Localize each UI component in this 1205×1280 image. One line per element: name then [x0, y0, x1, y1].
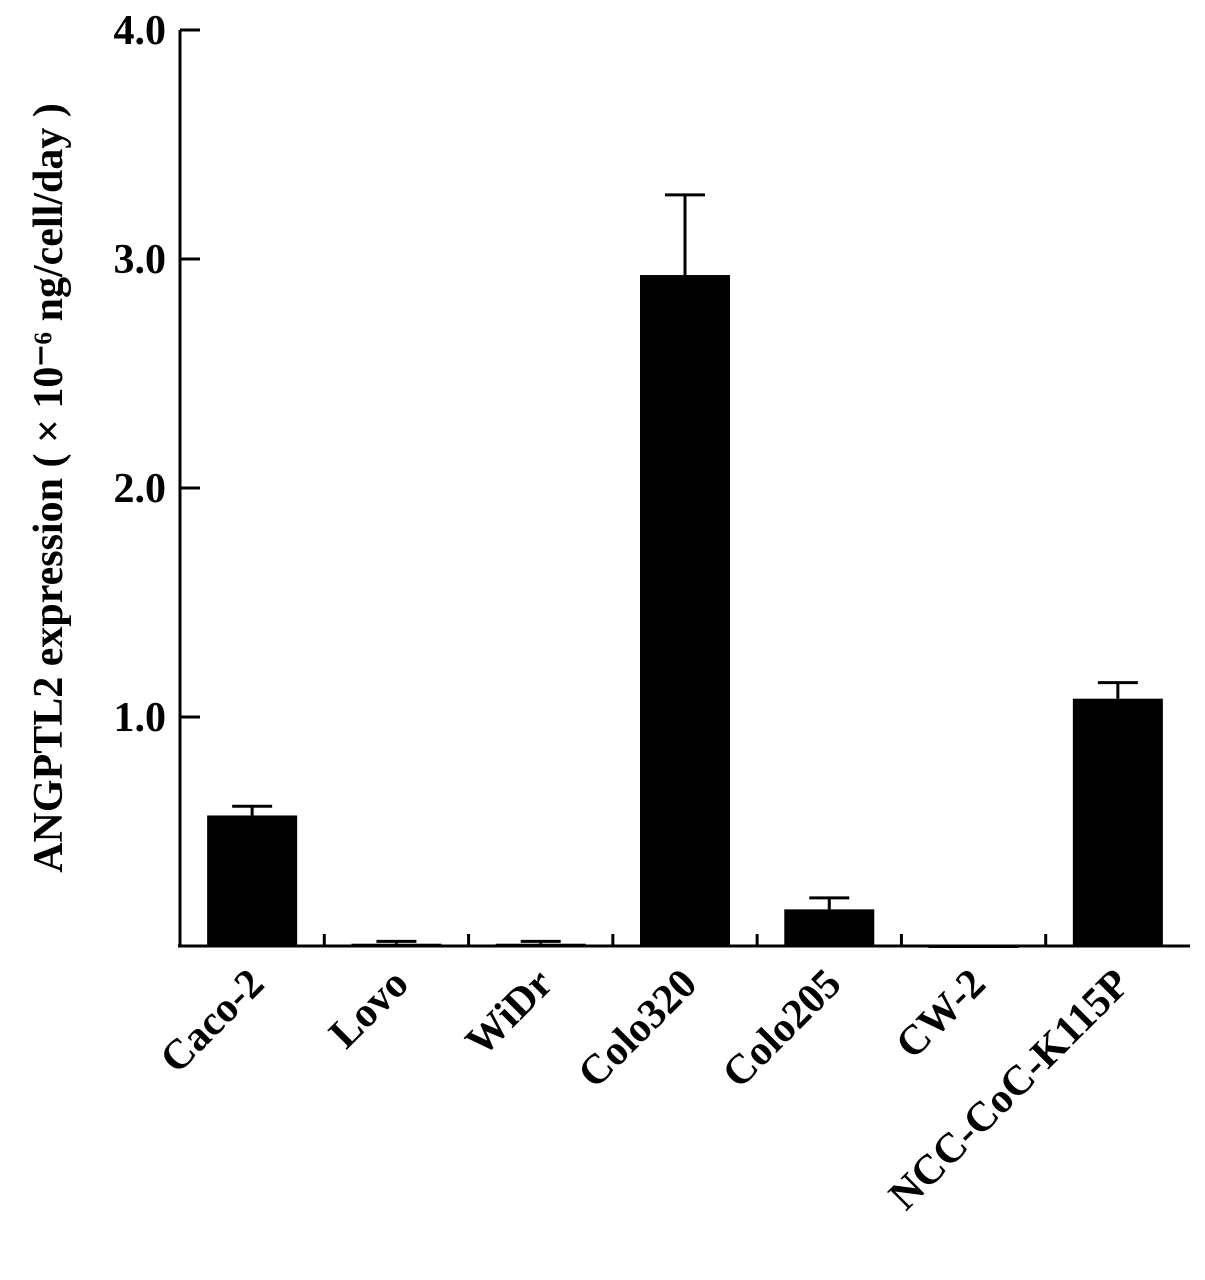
bar — [351, 943, 442, 946]
y-tick-label: 2.0 — [114, 466, 167, 512]
bar — [928, 946, 1019, 948]
y-tick-label: 1.0 — [114, 695, 167, 741]
x-tick-label: Caco-2 — [152, 961, 274, 1083]
bar — [207, 815, 298, 946]
y-tick-label: 4.0 — [114, 8, 167, 54]
y-tick-label: 3.0 — [114, 237, 167, 283]
y-axis-label: ANGPTL2 expression ( × 10⁻⁶ ng/cell/day … — [26, 103, 72, 873]
x-tick-label: Colo320 — [570, 961, 706, 1097]
x-tick-label: CW-2 — [887, 961, 994, 1068]
bar — [640, 275, 730, 946]
x-tick-label: Colo205 — [714, 961, 850, 1097]
bar — [784, 909, 875, 946]
x-tick-label: WiDr — [457, 961, 562, 1066]
x-tick-label: NCC-CoC-K115P — [880, 961, 1139, 1220]
x-tick-label: Lovo — [321, 961, 418, 1058]
bar — [495, 943, 586, 946]
bar — [1072, 698, 1163, 946]
